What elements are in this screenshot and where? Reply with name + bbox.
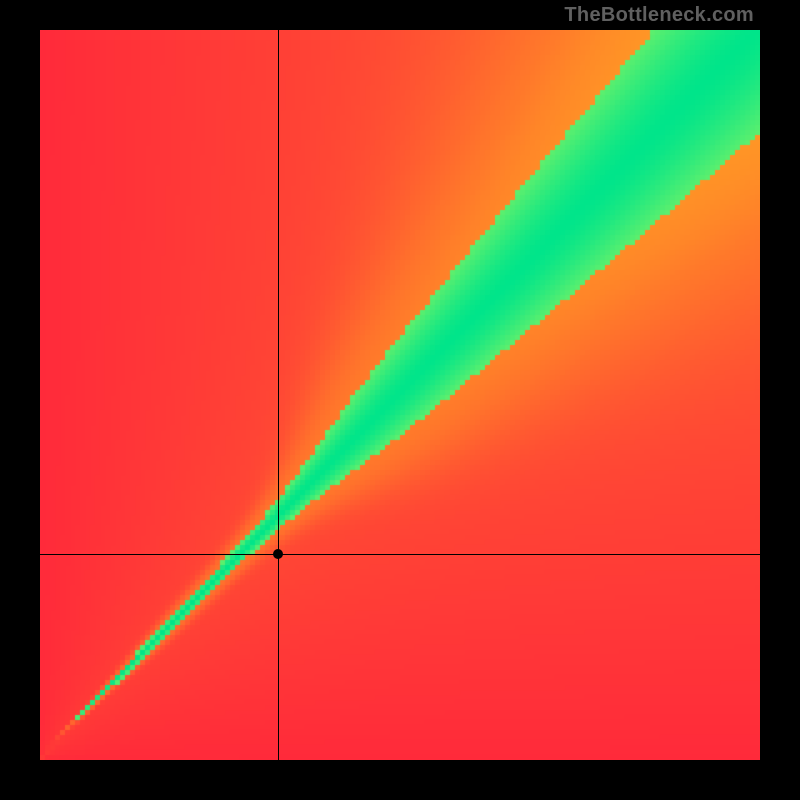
watermark-text: TheBottleneck.com [564, 4, 754, 27]
bottleneck-heatmap [40, 30, 760, 760]
marker-dot [273, 549, 283, 559]
crosshair-horizontal [40, 554, 760, 555]
plot-area [40, 30, 760, 760]
chart-frame: TheBottleneck.com [0, 0, 800, 800]
crosshair-vertical [278, 30, 279, 760]
